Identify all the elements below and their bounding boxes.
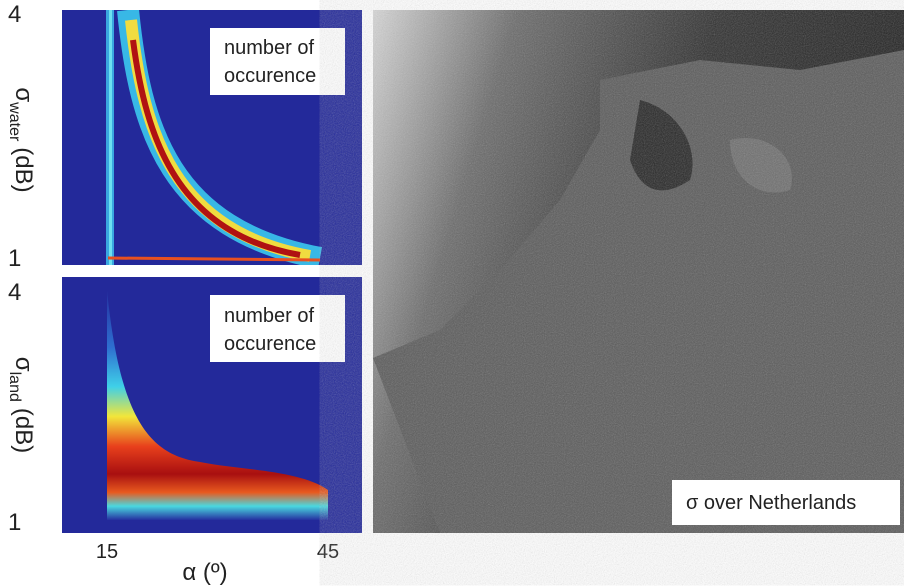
x-axis-label: α (º) (182, 559, 227, 586)
unit: (dB) (10, 147, 37, 192)
figure: number of occurence number of occurence … (0, 0, 904, 586)
y-axis-label: σwater (dB) (6, 87, 37, 192)
subscript: land (6, 372, 23, 402)
subscript: water (6, 101, 23, 142)
annotation: occurence (224, 65, 316, 87)
y-tick-label: 1 (8, 245, 21, 272)
x-tick-label: 45 (317, 541, 339, 563)
unit: (dB) (10, 408, 37, 453)
y-tick-label: 1 (8, 509, 21, 536)
symbol: σ (10, 87, 37, 102)
y-tick-label: 4 (8, 1, 21, 28)
y-axis-label: σland (dB) (6, 357, 37, 453)
x-tick-label: 15 (96, 541, 118, 563)
annotation: occurence (224, 333, 316, 355)
symbol: σ (10, 357, 37, 372)
sar-image (373, 10, 904, 533)
annotation: number of (224, 305, 314, 327)
annotation: number of (224, 37, 314, 59)
map-annotation: σ over Netherlands (686, 492, 856, 514)
y-tick-label: 4 (8, 279, 21, 306)
